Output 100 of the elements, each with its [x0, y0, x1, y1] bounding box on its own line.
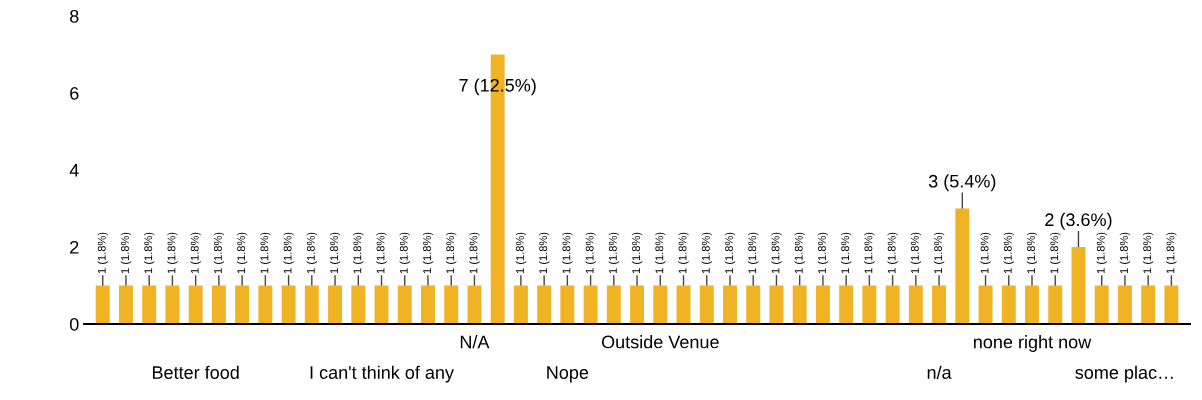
bar	[281, 285, 296, 324]
bar	[1048, 285, 1063, 324]
x-tick-label: Outside Venue	[601, 335, 719, 349]
data-label: 1 (1.8%)	[120, 232, 132, 274]
data-label: 1 (1.8%)	[980, 232, 991, 274]
bar	[397, 285, 412, 324]
data-label: 1 (1.8%)	[144, 232, 155, 274]
y-tick-label: 6	[70, 86, 79, 100]
bar	[792, 285, 807, 324]
data-label: 1 (1.8%)	[422, 232, 434, 274]
bar	[606, 285, 621, 324]
bar	[769, 285, 784, 324]
bar	[1094, 285, 1109, 324]
bar	[955, 208, 970, 324]
x-tick-label: N/A	[460, 335, 490, 349]
bar	[513, 285, 528, 324]
y-tick-label: 8	[70, 9, 79, 23]
data-label: 1 (1.8%)	[1003, 232, 1014, 274]
data-label: 1 (1.8%)	[329, 232, 341, 274]
data-label: 1 (1.8%)	[1166, 232, 1177, 274]
bar	[815, 285, 830, 324]
bar	[839, 285, 854, 324]
x-tick-label: n/a	[927, 365, 952, 379]
data-label: 1 (1.8%)	[585, 232, 596, 274]
data-label: 1 (1.8%)	[97, 232, 108, 274]
bar	[444, 285, 459, 324]
x-tick-label: Better food	[152, 365, 239, 379]
data-label: 1 (1.8%)	[190, 232, 201, 274]
bar	[723, 285, 737, 324]
bar	[165, 285, 180, 324]
x-tick-label: none right now	[973, 335, 1092, 352]
bar	[351, 285, 366, 324]
data-label: 1 (1.8%)	[864, 232, 875, 274]
data-label: 1 (1.8%)	[469, 232, 480, 274]
data-label: 3 (5.4%)	[928, 174, 996, 192]
data-label: 1 (1.8%)	[399, 232, 410, 274]
data-label: 1 (1.8%)	[748, 232, 759, 274]
bar	[699, 285, 714, 324]
data-label: 1 (1.8%)	[817, 232, 829, 274]
bar	[421, 285, 435, 324]
data-label: 1 (1.8%)	[771, 232, 782, 274]
data-label: 1 (1.8%)	[515, 232, 527, 274]
data-label: 1 (1.8%)	[794, 232, 805, 274]
data-label: 1 (1.8%)	[260, 232, 271, 274]
y-tick-label: 2	[70, 240, 79, 254]
data-label: 1 (1.8%)	[538, 232, 550, 274]
data-label: 1 (1.8%)	[353, 232, 364, 274]
bar	[258, 285, 273, 324]
bar	[304, 285, 319, 324]
bar	[118, 285, 133, 324]
bar	[1117, 285, 1132, 324]
bar	[467, 285, 482, 324]
data-label: 1 (1.8%)	[283, 232, 294, 274]
bar	[235, 285, 250, 324]
bar	[630, 285, 645, 324]
bar	[1141, 285, 1156, 324]
bar	[537, 285, 552, 324]
bar	[1025, 285, 1039, 324]
bar	[1071, 247, 1086, 324]
bar	[95, 285, 110, 324]
data-label: 1 (1.8%)	[608, 232, 619, 274]
data-label: 1 (1.8%)	[678, 232, 689, 274]
bar	[1164, 285, 1179, 324]
data-label: 1 (1.8%)	[562, 232, 573, 274]
bar	[583, 285, 598, 324]
bar	[188, 285, 203, 324]
bar	[328, 285, 343, 324]
data-label: 1 (1.8%)	[236, 232, 248, 274]
x-tick-label: I can't think of any	[310, 365, 454, 383]
x-tick-label: Nope	[547, 366, 589, 383]
data-label: 1 (1.8%)	[376, 232, 387, 274]
data-label: 1 (1.8%)	[306, 232, 317, 274]
data-label: 1 (1.8%)	[933, 232, 945, 274]
bar	[560, 285, 575, 324]
y-tick-label: 0	[69, 317, 79, 331]
bar	[142, 285, 157, 324]
bar	[1001, 285, 1016, 324]
data-label: 1 (1.8%)	[1119, 232, 1131, 274]
bar	[978, 285, 993, 324]
data-label: 1 (1.8%)	[446, 232, 457, 274]
bar	[862, 285, 877, 324]
data-label: 1 (1.8%)	[840, 232, 852, 274]
bar	[374, 285, 389, 324]
data-label: 1 (1.8%)	[655, 232, 666, 274]
x-tick-label: some plac…	[1075, 365, 1173, 383]
bar	[653, 285, 668, 324]
data-label: 1 (1.8%)	[724, 232, 736, 274]
data-label: 1 (1.8%)	[701, 232, 712, 274]
data-label: 1 (1.8%)	[1026, 232, 1038, 274]
data-label: 1 (1.8%)	[887, 232, 898, 274]
data-label: 1 (1.8%)	[1142, 232, 1154, 274]
bar	[932, 285, 947, 324]
data-label: 1 (1.8%)	[1096, 232, 1107, 274]
bar	[676, 285, 691, 324]
bar	[746, 285, 761, 324]
data-label: 1 (1.8%)	[910, 232, 922, 274]
y-tick-label: 4	[69, 164, 79, 177]
data-label: 1 (1.8%)	[1050, 232, 1061, 274]
data-label: 1 (1.8%)	[167, 232, 178, 274]
bar	[885, 285, 900, 324]
